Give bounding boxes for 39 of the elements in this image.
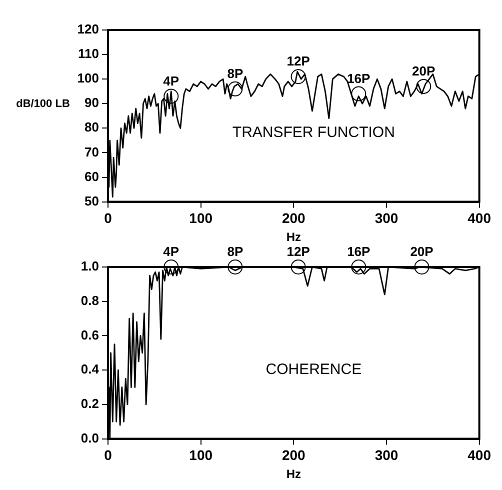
y-tick-label: 60 [84, 168, 99, 184]
x-tick-label: 400 [468, 210, 492, 226]
y-tick-label: 0.0 [80, 430, 99, 446]
x-axis-title: Hz [286, 230, 301, 244]
x-tick-label: 200 [282, 447, 306, 464]
y-tick-label: 0.8 [80, 292, 99, 308]
x-tick-label: 100 [189, 210, 213, 226]
x-tick-label: 300 [374, 210, 398, 226]
x-tick-label: 0 [104, 447, 112, 464]
annotation: COHERENCE [266, 361, 362, 378]
annotation: 20P [412, 64, 436, 79]
x-tick-label: 200 [282, 210, 306, 226]
y-tick-label: 70 [84, 144, 99, 160]
y-tick-label: 100 [77, 70, 99, 86]
x-tick-label: 300 [374, 447, 398, 464]
x-tick-label: 400 [468, 447, 492, 464]
y-tick-label: 80 [84, 120, 99, 135]
annotation: 12P [286, 54, 310, 69]
annotation: 4P [163, 73, 180, 88]
annotation: 12P [286, 244, 310, 260]
x-axis-title: Hz [286, 467, 301, 482]
x-tick-label: 100 [189, 447, 213, 464]
annotation: 20P [410, 244, 434, 260]
annotation: 16P [347, 244, 371, 260]
annotation: 8P [227, 244, 244, 260]
y-tick-label: 0.2 [80, 396, 99, 412]
annotation: 8P [227, 66, 244, 81]
y-tick-label: 1.0 [80, 258, 99, 274]
y-tick-label: 120 [77, 22, 99, 37]
y-tick-label: 90 [84, 95, 99, 110]
y-axis-title: dB/100 LB [15, 98, 71, 110]
annotation: 16P [347, 70, 371, 86]
y-tick-label: 50 [84, 193, 99, 208]
x-tick-label: 0 [104, 210, 112, 226]
y-tick-label: 110 [78, 46, 99, 62]
y-tick-label: 0.4 [80, 362, 100, 377]
y-tick-label: 0.6 [80, 327, 99, 342]
annotation: TRANSFER FUNCTION [232, 124, 395, 142]
annotation: 4P [163, 244, 180, 260]
